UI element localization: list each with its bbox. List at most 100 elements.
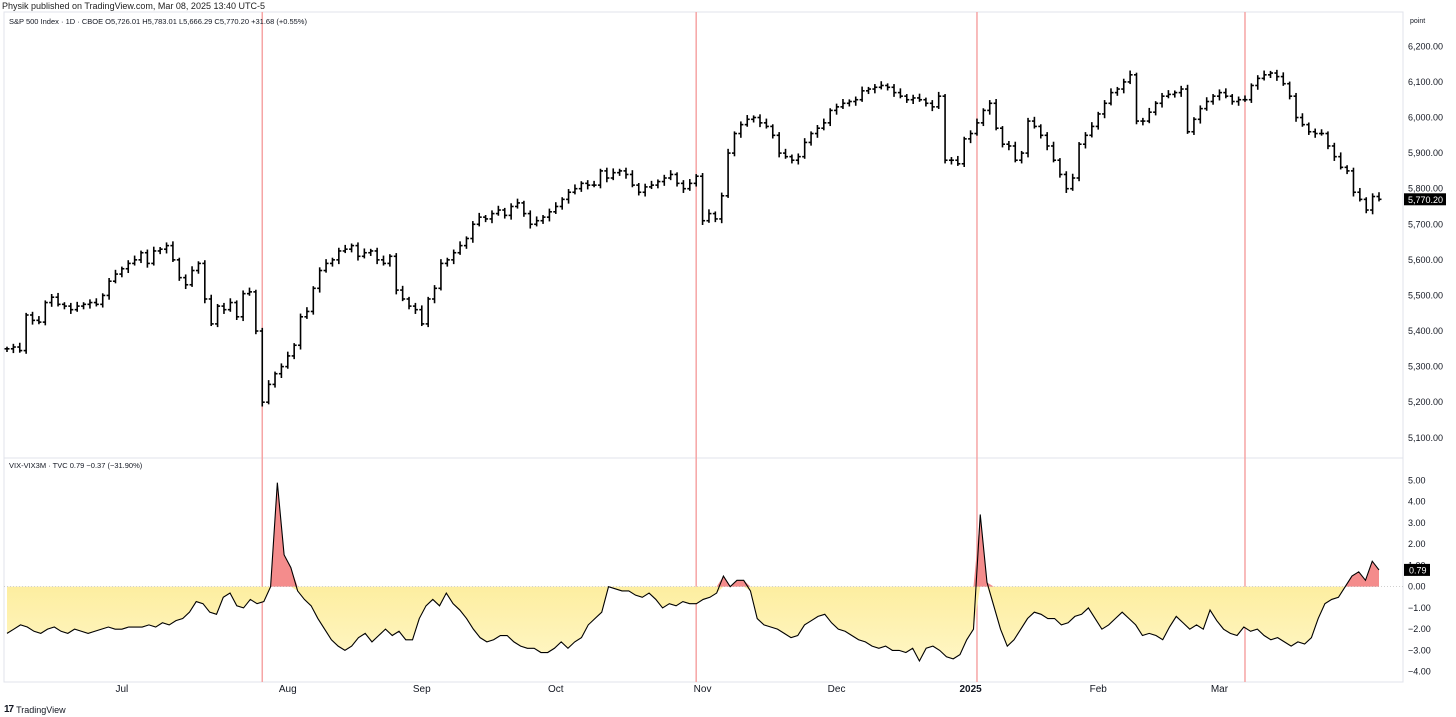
ohlc-bar (10, 343, 16, 354)
ohlc-bar (310, 286, 316, 315)
ohlc-bar (195, 261, 201, 274)
ohlc-bar (400, 285, 406, 302)
indicator-axis[interactable]: 5.004.003.002.001.000.00−1.00−2.00−3.00−… (1408, 475, 1431, 676)
ohlc-bar (227, 298, 233, 312)
ohlc-bar (132, 255, 138, 266)
ohlc-bar (1204, 97, 1210, 111)
indicator-tick-label: −3.00 (1408, 645, 1431, 655)
indicator-tick-label: 0.00 (1408, 582, 1426, 592)
ohlc-bar (278, 363, 284, 378)
ohlc-bar (93, 298, 99, 307)
ohlc-bar (476, 212, 482, 227)
ohlc-bar (942, 94, 948, 164)
ohlc-bar (1287, 81, 1293, 100)
ohlc-bar (100, 293, 106, 308)
ohlc-bar (1261, 70, 1267, 81)
time-tick-label: 2025 (959, 684, 982, 695)
ohlc-bar (891, 84, 897, 97)
ohlc-bar (687, 179, 693, 191)
ohlc-bar (1248, 83, 1254, 103)
ohlc-bar (483, 215, 489, 223)
indicator-tick-label: −2.00 (1408, 624, 1431, 634)
ohlc-bar (744, 115, 750, 127)
ohlc-bars (4, 69, 1382, 407)
ohlc-bar (987, 100, 993, 115)
ohlc-bar (1312, 128, 1318, 138)
price-tick-label: 5,700.00 (1408, 219, 1443, 229)
ohlc-bar (636, 182, 642, 196)
ohlc-bar (1172, 90, 1178, 98)
ohlc-bar (49, 294, 55, 307)
ohlc-bar (221, 302, 227, 314)
ohlc-bar (317, 267, 323, 293)
last-value-badges: 5,770.20 0.79 (1404, 193, 1446, 576)
time-tick-label: Nov (694, 684, 712, 695)
ohlc-bar (246, 287, 252, 296)
ohlc-bar (1236, 96, 1242, 106)
ohlc-bar (770, 124, 776, 139)
price-axis[interactable]: 6,200.00 6,100.00 6,000.00 5,900.00 5,800.00… (1408, 41, 1443, 442)
ohlc-bar (1210, 94, 1216, 105)
ohlc-bar (432, 285, 438, 304)
ohlc-bar (1038, 124, 1044, 139)
indicator-tick-label: 5.00 (1408, 475, 1426, 485)
ohlc-bar (1076, 142, 1082, 182)
time-tick-label: Sep (413, 684, 431, 695)
ohlc-bar (470, 221, 476, 243)
ohlc-bar (1191, 117, 1197, 135)
price-tick-label: 6,000.00 (1408, 113, 1443, 123)
ohlc-bar (1159, 92, 1165, 108)
ohlc-bar (176, 257, 182, 281)
ohlc-bar (304, 307, 310, 319)
ohlc-bar (999, 126, 1005, 148)
ohlc-bar (968, 130, 974, 144)
ohlc-bar (1102, 100, 1108, 119)
indicator-legend: VIX-VIX3M · TVC 0.79 −0.37 (−31.90%) (9, 461, 143, 470)
ohlc-bar (1051, 141, 1057, 163)
ohlc-bar (1178, 85, 1184, 97)
ohlc-bar (808, 131, 814, 146)
ohlc-bar (1350, 167, 1356, 197)
ohlc-bar (802, 138, 808, 159)
ohlc-bar (489, 210, 495, 224)
ohlc-bar (521, 200, 527, 217)
ohlc-bar (948, 157, 954, 165)
ohlc-bar (259, 327, 265, 407)
ohlc-bar (406, 296, 412, 310)
ohlc-bar (878, 81, 884, 90)
ohlc-bar (272, 371, 278, 388)
ohlc-bar (617, 168, 623, 176)
ohlc-bar (1376, 192, 1382, 202)
ohlc-bar (757, 114, 763, 128)
ohlc-bar (87, 299, 93, 309)
ohlc-bar (1319, 129, 1325, 136)
ohlc-bar (527, 210, 533, 229)
last-price-label: 5,770.20 (1408, 195, 1443, 205)
ohlc-bar (1044, 132, 1050, 151)
tradingview-logo-icon: 17 (4, 704, 14, 715)
ohlc-bar (1070, 173, 1076, 191)
ohlc-bar (1216, 89, 1222, 101)
ohlc-bar (266, 380, 272, 405)
time-axis[interactable]: Jul Aug Sep Oct Nov Dec 2025 Feb Mar (115, 684, 1228, 695)
indicator-negative-fill (7, 586, 1379, 662)
ohlc-bar (508, 203, 514, 220)
indicator-tick-label: 2.00 (1408, 539, 1426, 549)
ohlc-bar (693, 174, 699, 187)
indicator-area (4, 482, 1403, 663)
ohlc-bar (910, 94, 916, 104)
last-indicator-label: 0.79 (1409, 565, 1427, 575)
ohlc-bar (751, 115, 757, 123)
ohlc-bar (240, 290, 246, 322)
tradingview-branding[interactable]: 17 TradingView (4, 704, 66, 715)
ohlc-bar (853, 96, 859, 106)
ohlc-bar (1121, 78, 1127, 94)
ohlc-bar (438, 259, 444, 291)
publisher-header: Physik published on TradingView.com, Mar… (2, 1, 265, 11)
ohlc-bar (885, 83, 891, 91)
ohlc-bar (1134, 72, 1140, 125)
ohlc-bar (42, 300, 48, 326)
ohlc-bar (559, 197, 565, 210)
ohlc-bar (329, 257, 335, 267)
